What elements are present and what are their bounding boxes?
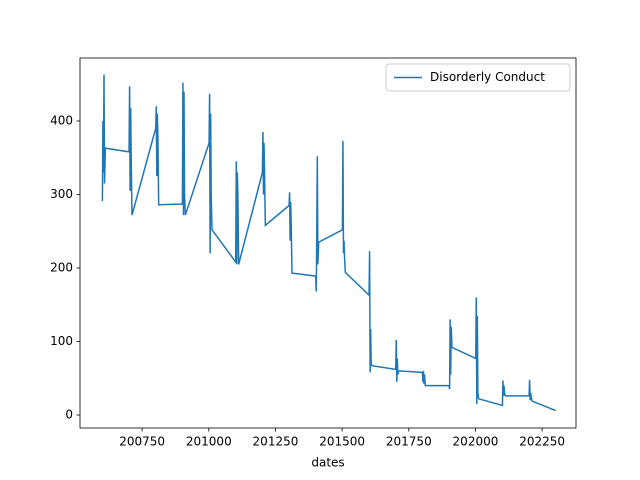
line-series <box>101 74 557 412</box>
y-tick-label: 0 <box>65 407 73 421</box>
y-tick-label: 200 <box>50 260 73 274</box>
x-tick-label: 202000 <box>453 435 499 449</box>
y-tick-label: 300 <box>50 187 73 201</box>
x-tick-label: 200750 <box>119 435 165 449</box>
x-tick-label: 201250 <box>253 435 299 449</box>
x-tick-label: 201000 <box>186 435 232 449</box>
x-tick-label: 201750 <box>386 435 432 449</box>
legend-box <box>385 63 571 92</box>
y-tick-label: 100 <box>50 334 73 348</box>
x-tick-label: 202250 <box>519 435 565 449</box>
legend-label: Disorderly Conduct <box>430 70 545 84</box>
x-tick-label: 201500 <box>319 435 365 449</box>
y-tick-label: 400 <box>50 113 73 127</box>
plot-frame <box>79 57 577 429</box>
x-axis-label: dates <box>311 456 344 470</box>
